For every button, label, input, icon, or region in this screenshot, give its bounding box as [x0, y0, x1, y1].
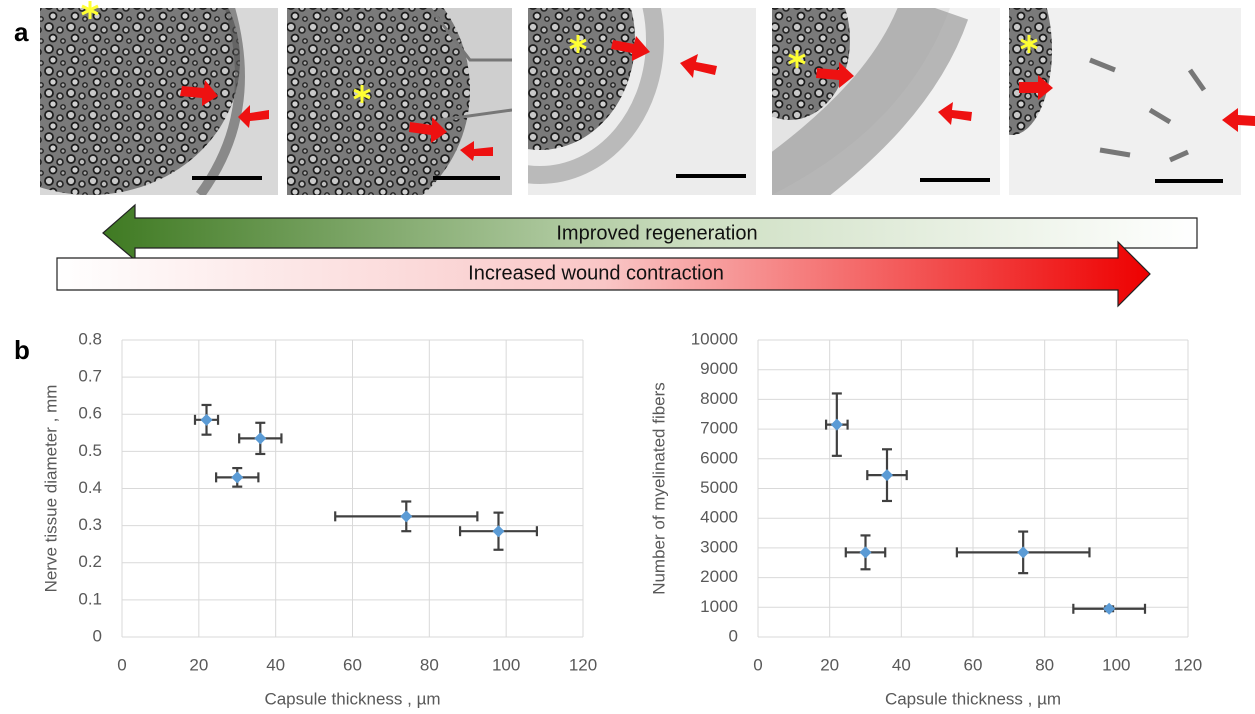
x-tick-label: 40: [892, 655, 911, 674]
scale-bars: [192, 174, 1223, 183]
x-tick-label: 80: [420, 655, 439, 674]
panel-label: a: [14, 17, 29, 47]
arrow-label: Increased wound contraction: [468, 262, 724, 284]
x-tick-label: 120: [569, 655, 597, 674]
red-arrows: [180, 36, 1255, 161]
asterisks: [81, 1, 1038, 103]
y-tick-label: 0.7: [78, 367, 102, 386]
x-tick-label: 60: [964, 655, 983, 674]
point: [881, 469, 893, 482]
point: [859, 546, 872, 559]
y-tick-label: 7000: [700, 419, 738, 438]
micrograph: [287, 8, 512, 195]
micrograph: [40, 8, 278, 195]
y-tick-label: 6000: [700, 448, 738, 467]
y-tick-label: 0.2: [78, 552, 102, 571]
micrograph: [528, 8, 756, 195]
y-tick-label: 0.8: [78, 329, 102, 348]
x-axis-title: Capsule thickness , µm: [885, 689, 1061, 708]
y-tick-label: 2000: [700, 567, 738, 586]
y-axis-title: Number of myelinated fibers: [649, 382, 668, 595]
y-tick-label: 0: [93, 626, 102, 645]
x-tick-label: 100: [492, 655, 520, 674]
x-axis-title: Capsule thickness , µm: [264, 689, 440, 708]
x-tick-label: 20: [189, 655, 208, 674]
y-tick-label: 8000: [700, 389, 738, 408]
y-tick-label: 0.4: [78, 478, 102, 497]
x-tick-label: 60: [343, 655, 362, 674]
point: [830, 418, 843, 431]
panel-label: b: [14, 335, 30, 365]
point: [1017, 546, 1030, 559]
point: [231, 471, 244, 484]
y-tick-label: 3000: [700, 537, 738, 556]
point: [400, 510, 413, 523]
arrow-label: Improved regeneration: [556, 222, 757, 244]
y-tick-label: 10000: [691, 329, 738, 348]
point: [1103, 602, 1116, 615]
x-tick-label: 80: [1035, 655, 1054, 674]
point: [200, 413, 213, 426]
x-tick-label: 0: [117, 655, 126, 674]
x-tick-label: 0: [753, 655, 762, 674]
micrograph: [1009, 8, 1241, 195]
contraction-arrow: [56, 240, 1151, 308]
y-tick-label: 1000: [700, 597, 738, 616]
x-tick-label: 40: [266, 655, 285, 674]
point: [492, 525, 505, 538]
y-tick-label: 5000: [700, 478, 738, 497]
micrograph: [772, 8, 1000, 195]
x-tick-label: 20: [820, 655, 839, 674]
y-tick-label: 0.6: [78, 404, 102, 423]
y-tick-label: 0.1: [78, 589, 102, 608]
y-tick-label: 9000: [700, 359, 738, 378]
y-axis-title: Nerve tissue diameter , mm: [41, 385, 60, 593]
x-tick-label: 120: [1174, 655, 1202, 674]
point: [254, 432, 267, 445]
x-tick-label: 100: [1102, 655, 1130, 674]
y-tick-label: 0.5: [78, 441, 102, 460]
y-tick-label: 0.3: [78, 515, 102, 534]
y-tick-label: 0: [729, 626, 738, 645]
y-tick-label: 4000: [700, 508, 738, 527]
